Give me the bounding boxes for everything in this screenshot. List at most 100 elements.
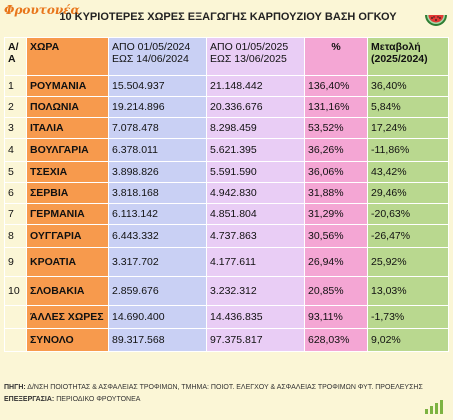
row-aa: 8 (4, 224, 27, 248)
header-period-2024: ΑΠΟ 01/05/2024 ΕΩΣ 14/06/2024 (108, 37, 207, 76)
row-value-2024: 14.690.400 (108, 305, 207, 329)
row-value-2024: 6.378.011 (108, 138, 207, 162)
row-change: -26,47% (367, 224, 449, 248)
row-pct: 136,40% (304, 75, 368, 97)
header-period-2025-line2: ΕΩΣ 13/06/2025 (210, 53, 287, 65)
row-change: -11,86% (367, 138, 449, 162)
table-row: 5 ΤΣΕΧΙΑ 3.898.826 5.591.590 36,06% 43,4… (4, 161, 449, 183)
table-row: 8 ΟΥΓΓΑΡΙΑ 6.443.332 4.737.863 30,56% -2… (4, 224, 449, 248)
row-change: -1,73% (367, 305, 449, 329)
table-row: 1 ΡΟΥΜΑΝΙΑ 15.504.937 21.148.442 136,40%… (4, 75, 449, 97)
row-change: 5,84% (367, 96, 449, 118)
header-period-2024-line1: ΑΠΟ 01/05/2024 (112, 41, 191, 53)
header-change-line2: (2025/2024) (371, 53, 428, 65)
row-value-2025: 4.942.830 (206, 182, 305, 204)
footer-source-label: ΠΗΓΗ: (4, 384, 26, 391)
footer-processing: ΕΠΕΞΕΡΓΑΣΙΑ: ΠΕΡΙΟΔΙΚΟ ΦΡΟΥΤΟΝΕΑ (4, 396, 140, 403)
row-value-2025: 5.591.590 (206, 161, 305, 183)
row-pct: 93,11% (304, 305, 368, 329)
row-aa: 1 (4, 75, 27, 97)
header-period-2024-line2: ΕΩΣ 14/06/2024 (112, 53, 189, 65)
row-change: 9,02% (367, 328, 449, 352)
header-aa-line1: Α/ (8, 41, 19, 53)
row-change: 36,40% (367, 75, 449, 97)
row-value-2024: 6.443.332 (108, 224, 207, 248)
row-pct: 31,29% (304, 203, 368, 225)
row-country: ΣΕΡΒΙΑ (26, 182, 109, 204)
row-value-2025: 4.851.804 (206, 203, 305, 225)
row-value-2024: 2.859.676 (108, 276, 207, 306)
row-pct: 53,52% (304, 117, 368, 139)
row-country: ΓΕΡΜΑΝΙΑ (26, 203, 109, 225)
brand-logo: Φρουτονέα (4, 3, 80, 17)
header-country: ΧΩΡΑ (26, 37, 109, 76)
row-country: ΤΣΕΧΙΑ (26, 161, 109, 183)
row-value-2025: 4.177.611 (206, 247, 305, 277)
table-row-other: ΆΛΛΕΣ ΧΩΡΕΣ 14.690.400 14.436.835 93,11%… (4, 305, 449, 329)
table-row: 2 ΠΟΛΩΝΙΑ 19.214.896 20.336.676 131,16% … (4, 96, 449, 118)
table-row-total: ΣΥΝΟΛΟ 89.317.568 97.375.817 628,03% 9,0… (4, 328, 449, 352)
row-aa (4, 328, 27, 352)
row-value-2024: 19.214.896 (108, 96, 207, 118)
row-country: ΠΟΛΩΝΙΑ (26, 96, 109, 118)
row-change: 17,24% (367, 117, 449, 139)
table-header-row: Α/ Α ΧΩΡΑ ΑΠΟ 01/05/2024 ΕΩΣ 14/06/2024 … (4, 37, 449, 76)
row-country: ΚΡΟΑΤΙΑ (26, 247, 109, 277)
row-pct: 36,26% (304, 138, 368, 162)
row-value-2025: 21.148.442 (206, 75, 305, 97)
row-value-2024: 6.113.142 (108, 203, 207, 225)
footer-source: ΠΗΓΗ: Δ/ΝΣΗ ΠΟΙΟΤΗΤΑΣ & ΑΣΦΑΛΕΙΑΣ ΤΡΟΦΙΜ… (4, 384, 423, 391)
row-aa: 10 (4, 276, 27, 306)
header-pct: % (304, 37, 368, 76)
row-country: ΣΥΝΟΛΟ (26, 328, 109, 352)
row-value-2025: 3.232.312 (206, 276, 305, 306)
row-aa: 5 (4, 161, 27, 183)
row-country: ΣΛΟΒΑΚΙΑ (26, 276, 109, 306)
table-row: 4 ΒΟΥΛΓΑΡΙΑ 6.378.011 5.621.395 36,26% -… (4, 138, 449, 162)
row-value-2024: 3.818.168 (108, 182, 207, 204)
page-title: 10 ΚΥΡΙΟΤΕΡΕΣ ΧΩΡΕΣ ΕΞΑΓΩΓΗΣ ΚΑΡΠΟΥΖΙΟΥ … (59, 11, 397, 23)
row-change: -20,63% (367, 203, 449, 225)
header-aa-line2: Α (8, 53, 16, 65)
row-pct: 628,03% (304, 328, 368, 352)
row-country: ΟΥΓΓΑΡΙΑ (26, 224, 109, 248)
header-period-2025: ΑΠΟ 01/05/2025 ΕΩΣ 13/06/2025 (206, 37, 305, 76)
row-value-2025: 8.298.459 (206, 117, 305, 139)
row-value-2024: 7.078.478 (108, 117, 207, 139)
row-country: ΡΟΥΜΑΝΙΑ (26, 75, 109, 97)
row-pct: 131,16% (304, 96, 368, 118)
row-value-2025: 97.375.817 (206, 328, 305, 352)
row-aa (4, 305, 27, 329)
row-value-2025: 20.336.676 (206, 96, 305, 118)
row-change: 43,42% (367, 161, 449, 183)
bar-chart-icon (425, 400, 443, 414)
row-country: ΙΤΑΛΙΑ (26, 117, 109, 139)
row-aa: 7 (4, 203, 27, 225)
row-pct: 31,88% (304, 182, 368, 204)
footer-processing-label: ΕΠΕΞΕΡΓΑΣΙΑ: (4, 396, 55, 403)
watermelon-icon (425, 15, 447, 26)
row-value-2025: 14.436.835 (206, 305, 305, 329)
table-row: 10 ΣΛΟΒΑΚΙΑ 2.859.676 3.232.312 20,85% 1… (4, 276, 449, 306)
header-change-line1: Μεταβολή (371, 41, 421, 53)
row-value-2024: 3.898.826 (108, 161, 207, 183)
row-change: 29,46% (367, 182, 449, 204)
row-value-2025: 5.621.395 (206, 138, 305, 162)
table-row: 7 ΓΕΡΜΑΝΙΑ 6.113.142 4.851.804 31,29% -2… (4, 203, 449, 225)
row-country: ΒΟΥΛΓΑΡΙΑ (26, 138, 109, 162)
exports-table: Α/ Α ΧΩΡΑ ΑΠΟ 01/05/2024 ΕΩΣ 14/06/2024 … (4, 37, 449, 352)
row-change: 13,03% (367, 276, 449, 306)
table-row: 9 ΚΡΟΑΤΙΑ 3.317.702 4.177.611 26,94% 25,… (4, 247, 449, 277)
table-row: 6 ΣΕΡΒΙΑ 3.818.168 4.942.830 31,88% 29,4… (4, 182, 449, 204)
row-aa: 9 (4, 247, 27, 277)
header-change: Μεταβολή (2025/2024) (367, 37, 449, 76)
row-pct: 26,94% (304, 247, 368, 277)
row-change: 25,92% (367, 247, 449, 277)
footer-processing-text: ΠΕΡΙΟΔΙΚΟ ΦΡΟΥΤΟΝΕΑ (54, 396, 141, 403)
row-pct: 36,06% (304, 161, 368, 183)
row-pct: 30,56% (304, 224, 368, 248)
row-aa: 6 (4, 182, 27, 204)
footer-source-text: Δ/ΝΣΗ ΠΟΙΟΤΗΤΑΣ & ΑΣΦΑΛΕΙΑΣ ΤΡΟΦΙΜΩΝ, ΤΜ… (25, 384, 423, 391)
row-value-2025: 4.737.863 (206, 224, 305, 248)
row-value-2024: 15.504.937 (108, 75, 207, 97)
